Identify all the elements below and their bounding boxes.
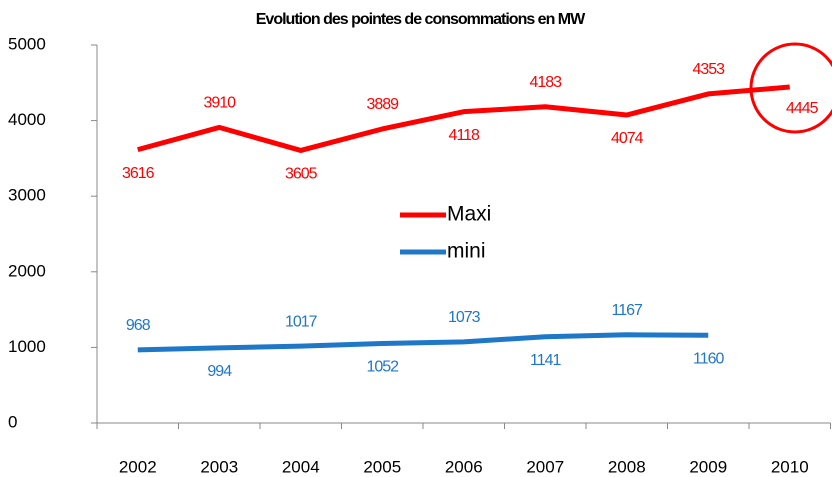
y-tick-label: 5000 <box>8 34 46 53</box>
y-tick-label: 1000 <box>8 337 46 356</box>
x-tick-label: 2009 <box>689 457 727 476</box>
data-label: 1167 <box>612 302 644 319</box>
data-label: 1017 <box>285 313 318 330</box>
y-tick-label: 0 <box>8 412 17 431</box>
legend-label: mini <box>447 240 486 263</box>
data-label: 4118 <box>449 127 481 144</box>
data-label: 3616 <box>122 165 155 182</box>
y-tick-label: 2000 <box>8 261 46 280</box>
series-line <box>137 332 709 353</box>
data-label: 1073 <box>448 309 481 326</box>
series-line <box>137 84 790 153</box>
x-tick-label: 2006 <box>445 457 483 476</box>
data-label: 1141 <box>530 352 562 369</box>
x-tick-label: 2003 <box>200 457 238 476</box>
data-label: 4445 <box>786 100 819 117</box>
x-tick-label: 2004 <box>282 457 320 476</box>
y-tick-label: 4000 <box>8 110 46 129</box>
legend-label: Maxi <box>447 203 491 226</box>
x-tick-label: 2010 <box>771 457 809 476</box>
x-tick-label: 2007 <box>526 457 564 476</box>
data-label: 4353 <box>692 61 725 78</box>
data-label: 994 <box>207 363 232 380</box>
data-label: 1052 <box>366 359 399 376</box>
x-tick-label: 2008 <box>608 457 646 476</box>
data-label: 1160 <box>693 351 725 368</box>
data-label: 968 <box>126 317 151 334</box>
x-tick-label: 2005 <box>363 457 401 476</box>
data-label: 3910 <box>203 95 236 112</box>
data-label: 3605 <box>285 166 318 183</box>
data-label: 4074 <box>611 130 644 147</box>
y-tick-label: 3000 <box>8 186 46 205</box>
chart-title: Evolution des pointes de consommations e… <box>256 11 586 28</box>
data-label: 3889 <box>366 96 399 113</box>
data-label: 4183 <box>529 74 562 91</box>
x-tick-label: 2002 <box>119 457 157 476</box>
